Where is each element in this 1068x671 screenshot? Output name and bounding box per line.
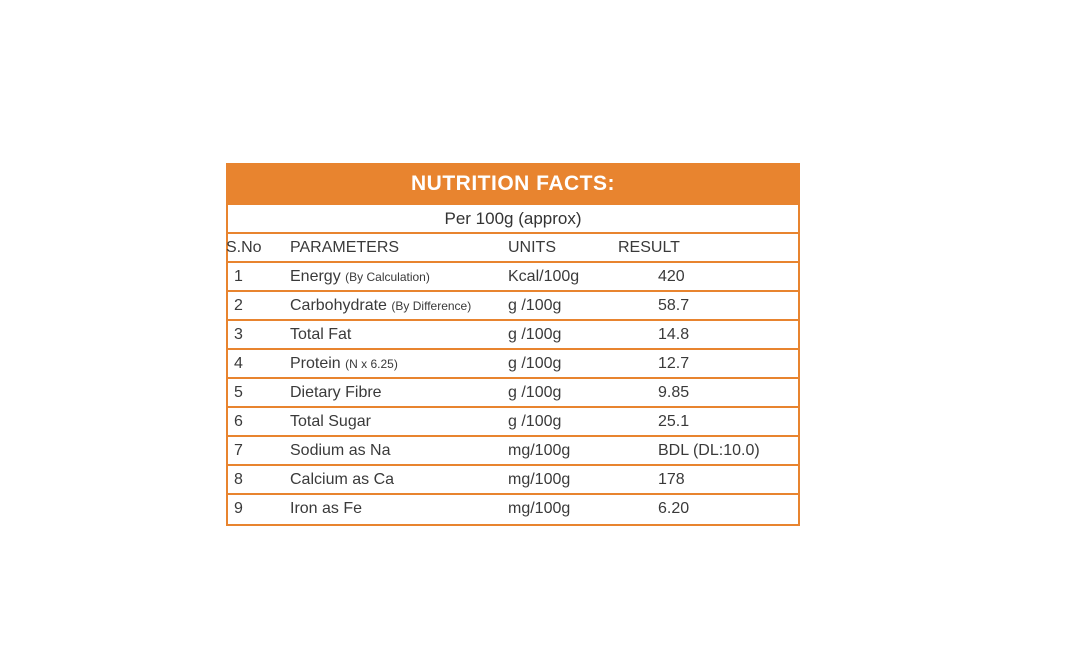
parameter-name: Total Sugar xyxy=(290,413,371,430)
row-sno: 2 xyxy=(234,297,243,314)
parameter-name: Calcium as Ca xyxy=(290,471,395,488)
row-result: 178 xyxy=(658,471,685,488)
row-sno: 8 xyxy=(234,471,243,488)
row-sno: 7 xyxy=(234,442,243,459)
row-result: BDL (DL:10.0) xyxy=(658,442,760,459)
header-parameters: PARAMETERS xyxy=(290,239,400,256)
row-result: 58.7 xyxy=(658,297,690,314)
nutrition-facts-table: NUTRITION FACTS: Per 100g (approx) S.No … xyxy=(226,163,800,526)
parameter-name: Energy xyxy=(290,268,341,285)
header-result: RESULT xyxy=(618,239,680,256)
row-sno: 6 xyxy=(234,413,243,430)
row-sno: 1 xyxy=(234,268,243,285)
row-sno: 9 xyxy=(234,500,243,517)
row-parameter: Dietary Fibre xyxy=(290,379,382,406)
parameter-name: Iron as Fe xyxy=(290,500,363,517)
row-result: 12.7 xyxy=(658,355,690,372)
row-sno: 5 xyxy=(234,384,243,401)
row-parameter: Calcium as Ca xyxy=(290,466,394,493)
table-header-row: S.No PARAMETERS UNITS RESULT xyxy=(226,234,798,263)
row-result: 6.20 xyxy=(658,500,690,517)
row-parameter: Protein (N x 6.25) xyxy=(290,350,398,377)
table-row: 9 Iron as Fe mg/100g 6.20 xyxy=(228,495,798,524)
parameter-name: Protein xyxy=(290,355,341,372)
parameter-name: Dietary Fibre xyxy=(290,384,382,401)
row-unit: g /100g xyxy=(508,384,562,401)
row-unit: g /100g xyxy=(508,326,562,343)
table-subtitle: Per 100g (approx) xyxy=(228,205,798,234)
table-row: 4 Protein (N x 6.25) g /100g 12.7 xyxy=(228,350,798,379)
row-sno: 3 xyxy=(234,326,243,343)
row-result: 9.85 xyxy=(658,384,690,401)
table-title: NUTRITION FACTS: xyxy=(228,165,798,205)
parameter-name: Carbohydrate xyxy=(290,297,387,314)
row-unit: mg/100g xyxy=(508,471,571,488)
table-row: 7 Sodium as Na mg/100g BDL (DL:10.0) xyxy=(228,437,798,466)
row-unit: g /100g xyxy=(508,297,562,314)
table-row: 6 Total Sugar g /100g 25.1 xyxy=(228,408,798,437)
row-parameter: Total Fat xyxy=(290,321,351,348)
parameter-note: (N x 6.25) xyxy=(345,357,398,371)
row-parameter: Total Sugar xyxy=(290,408,371,435)
row-result: 420 xyxy=(658,268,685,285)
row-parameter: Sodium as Na xyxy=(290,437,391,464)
table-row: 3 Total Fat g /100g 14.8 xyxy=(228,321,798,350)
table-row: 1 Energy (By Calculation) Kcal/100g 420 xyxy=(228,263,798,292)
row-result: 25.1 xyxy=(658,413,690,430)
row-parameter: Carbohydrate (By Difference) xyxy=(290,292,471,319)
table-row: 8 Calcium as Ca mg/100g 178 xyxy=(228,466,798,495)
row-unit: g /100g xyxy=(508,355,562,372)
table-row: 5 Dietary Fibre g /100g 9.85 xyxy=(228,379,798,408)
header-sno: S.No xyxy=(226,239,262,256)
parameter-name: Total Fat xyxy=(290,326,352,343)
row-parameter: Iron as Fe xyxy=(290,495,362,522)
row-unit: mg/100g xyxy=(508,442,571,459)
row-unit: Kcal/100g xyxy=(508,268,580,285)
header-units: UNITS xyxy=(508,239,556,256)
table-row: 2 Carbohydrate (By Difference) g /100g 5… xyxy=(228,292,798,321)
row-sno: 4 xyxy=(234,355,243,372)
parameter-name: Sodium as Na xyxy=(290,442,391,459)
row-unit: mg/100g xyxy=(508,500,571,517)
parameter-note: (By Difference) xyxy=(391,299,472,313)
row-parameter: Energy (By Calculation) xyxy=(290,263,430,290)
row-unit: g /100g xyxy=(508,413,562,430)
parameter-note: (By Calculation) xyxy=(345,270,430,284)
row-result: 14.8 xyxy=(658,326,690,343)
